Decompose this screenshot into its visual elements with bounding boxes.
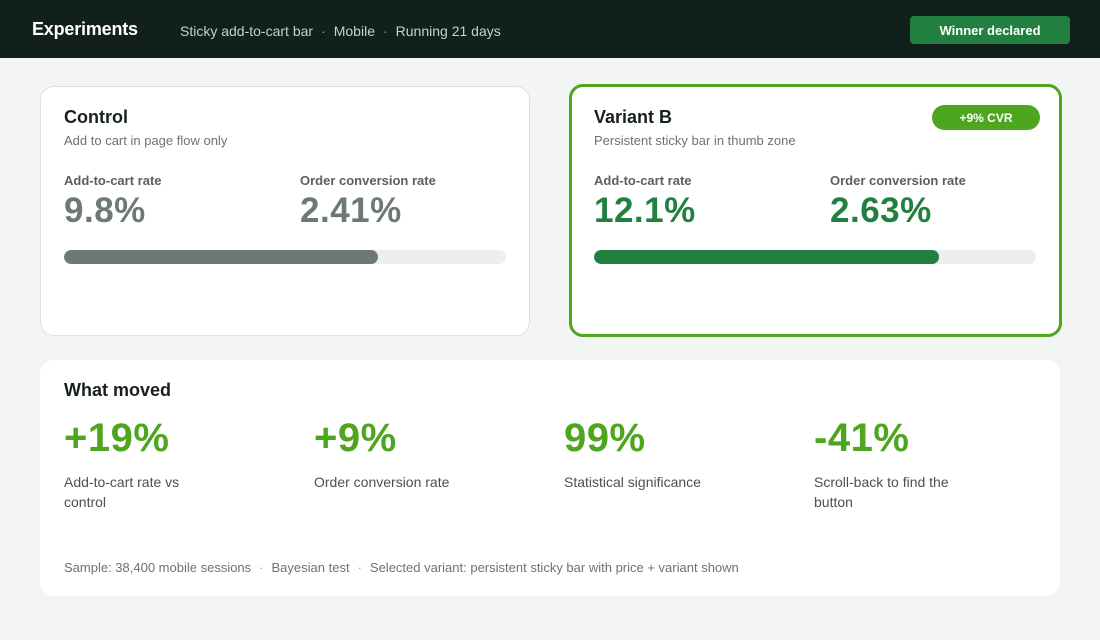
card-title: Variant B <box>594 107 673 127</box>
progress-track <box>64 250 506 264</box>
stat-value: -41% <box>814 416 910 460</box>
footer-separator: · <box>259 560 264 575</box>
progress-track <box>594 250 1036 264</box>
app-title: Experiments <box>32 19 138 39</box>
stat-label: Statistical significance <box>564 474 701 490</box>
variant-card: Variant B +9% CVR Persistent sticky bar … <box>569 84 1062 337</box>
stat-item: +9% Order conversion rate <box>314 416 514 492</box>
stat-item: +19% Add-to-cart rate vs control <box>64 416 264 512</box>
stat-item: 99% Statistical significance <box>564 416 764 492</box>
breadcrumb: Sticky add-to-cart bar · Mobile · Runnin… <box>180 23 501 39</box>
metric-value: 2.41% <box>300 191 402 230</box>
progress-fill <box>64 250 378 264</box>
metric-label: Order conversion rate <box>830 173 966 188</box>
card-subtitle: Persistent sticky bar in thumb zone <box>594 133 796 148</box>
progress-fill <box>594 250 939 264</box>
metric-value: 9.8% <box>64 191 146 230</box>
metric-value: 12.1% <box>594 191 696 230</box>
footer-separator: · <box>357 560 362 575</box>
metric-value: 2.63% <box>830 191 932 230</box>
footer-note: Sample: 38,400 mobile sessions · Bayesia… <box>64 560 739 575</box>
crumb-separator: · <box>321 23 326 39</box>
metric-label: Add-to-cart rate <box>594 173 692 188</box>
card-subtitle: Add to cart in page flow only <box>64 133 228 148</box>
crumb-duration: Running 21 days <box>395 23 501 39</box>
crumb-platform: Mobile <box>333 23 375 39</box>
cvr-badge: +9% CVR <box>932 105 1040 130</box>
stat-label: Scroll-back to find the button <box>814 474 949 510</box>
stat-value: +19% <box>64 416 170 460</box>
stat-item: -41% Scroll-back to find the button <box>814 416 1014 512</box>
section-title: What moved <box>64 380 172 400</box>
stat-label: Order conversion rate <box>314 474 450 490</box>
top-bar: Experiments Sticky add-to-cart bar · Mob… <box>0 0 1100 58</box>
control-card: Control Add to cart in page flow only Ad… <box>40 86 530 336</box>
sample-size-text: Sample: 38,400 mobile sessions <box>64 560 252 575</box>
crumb-separator: · <box>382 23 388 39</box>
stat-value: 99% <box>564 416 646 460</box>
crumb-experiment: Sticky add-to-cart bar <box>180 23 314 39</box>
metric-label: Add-to-cart rate <box>64 173 162 188</box>
winner-declared-button[interactable]: Winner declared <box>910 16 1070 44</box>
what-moved-card: What moved +19% Add-to-cart rate vs cont… <box>40 360 1060 596</box>
card-title: Control <box>64 107 128 127</box>
metric-label: Order conversion rate <box>300 173 436 188</box>
stat-label: Add-to-cart rate vs control <box>64 474 180 510</box>
stat-value: +9% <box>314 416 397 460</box>
test-method-text: Bayesian test <box>271 560 350 575</box>
selected-variant-text: Selected variant: persistent sticky bar … <box>369 560 739 575</box>
